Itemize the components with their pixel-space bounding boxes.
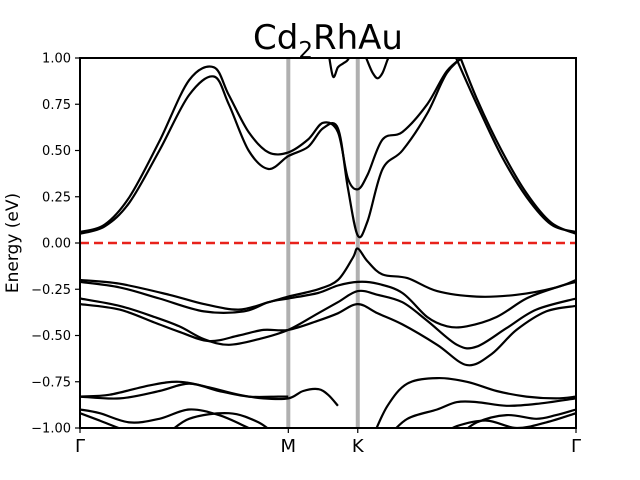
band-line-8 [80,289,576,350]
x-tick-label: Γ [75,436,85,457]
band-line-7 [80,280,576,329]
band-lines [80,58,576,428]
y-tick-label: 0.00 [42,237,71,252]
y-tick-label: 0.50 [42,144,71,159]
y-tick-label: −0.75 [31,375,71,390]
band-line-13 [394,397,576,428]
band-line-5 [365,58,390,80]
y-axis-label: Energy (eV) [3,193,23,293]
band-line-12 [375,376,576,428]
kpoint-separator-lines [286,58,360,428]
y-tick-label: 0.25 [42,190,71,205]
y-tick-label: 0.75 [42,98,71,113]
y-tick-label: 1.00 [42,52,71,67]
band-line-11 [80,382,289,400]
band-line-17 [449,412,576,428]
band-line-0 [80,58,464,233]
y-tick-label: −0.25 [31,283,71,298]
y-tick-label: −0.50 [31,329,71,344]
band-line-6 [80,247,576,311]
y-axis-ticks: 1.00 0.75 0.50 0.25 0.00 −0.25 −0.50 −0.75 −1.00 [31,52,80,437]
title-rest: RhAu [313,18,403,58]
x-tick-label: M [281,436,297,457]
band-line-3 [459,58,576,235]
band-line-2 [454,58,576,233]
band-line-1 [80,58,464,239]
band-line-4 [328,58,351,79]
x-tick-label: Γ [571,436,581,457]
y-tick-label: −1.00 [31,422,71,437]
title-subscript: 2 [298,38,313,64]
band-line-10 [80,380,339,407]
x-tick-label: K [352,436,365,457]
title-main: Cd [253,18,298,58]
band-line-9 [80,303,576,367]
band-line-15 [80,412,270,428]
band-line-16 [466,408,576,428]
